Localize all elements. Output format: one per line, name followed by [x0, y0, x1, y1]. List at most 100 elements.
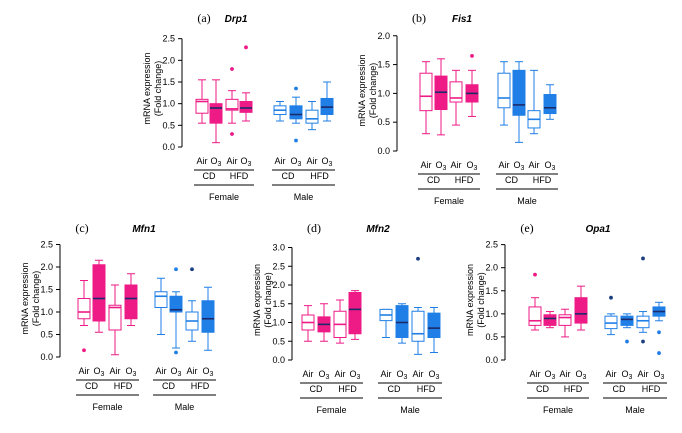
- box-air-3: [225, 67, 239, 136]
- group-label-o3: O3: [436, 160, 447, 172]
- y-tick-label: 2.0: [377, 31, 390, 41]
- group-label-air: Air: [451, 160, 462, 170]
- group-label-o3: O3: [576, 369, 587, 381]
- y-tick-label: 2.5: [272, 261, 285, 271]
- outlier-point: [609, 295, 613, 300]
- sex-label: Female: [92, 402, 122, 412]
- diet-label: HFD: [642, 384, 661, 394]
- box-o3-2: [92, 259, 106, 333]
- diet-label: HFD: [114, 381, 133, 391]
- sex-label: Male: [625, 405, 645, 415]
- box-o3-4: [239, 45, 253, 122]
- box-air-7: [305, 101, 319, 131]
- box-o3-2: [543, 311, 557, 329]
- gene-title: Fis1: [452, 14, 472, 25]
- y-tick-label: 2.5: [40, 240, 53, 250]
- group-label-o3: O3: [126, 366, 137, 378]
- box-body: [169, 295, 183, 313]
- box-body: [449, 81, 463, 103]
- group-label-o3: O3: [94, 366, 105, 378]
- box-air-1: [77, 280, 91, 353]
- box-body: [239, 101, 253, 113]
- group-label-air: Air: [381, 369, 392, 379]
- group-label-o3: O3: [211, 156, 222, 168]
- group-label-o3: O3: [203, 366, 214, 378]
- box-o3-6: [512, 61, 526, 143]
- diet-label: HFD: [338, 384, 357, 394]
- box-air-3: [333, 299, 347, 344]
- box-body: [411, 310, 425, 342]
- group-label-air: Air: [227, 156, 238, 166]
- group-label-o3: O3: [241, 156, 252, 168]
- sex-label: Female: [543, 405, 573, 415]
- y-tick-label: 1.0: [485, 309, 498, 319]
- gene-title: Opa1: [585, 224, 610, 235]
- box-air-5: [273, 101, 287, 122]
- y-axis-label: (Fold change): [31, 271, 41, 327]
- diet-label: HFD: [191, 381, 210, 391]
- box-o3-2: [209, 79, 223, 144]
- box-body: [558, 314, 572, 326]
- sex-label: Male: [175, 402, 195, 412]
- group-label-air: Air: [421, 160, 432, 170]
- box-body: [209, 103, 223, 124]
- panel-opa1: (e) Opa1 0.0 0.5 1.0 1.5 2.0 2.5 mRNA expression…: [465, 221, 667, 415]
- group-label-air: Air: [529, 160, 540, 170]
- y-axis-label: mRNA expression: [20, 262, 30, 334]
- y-axis-label: (Fold change): [153, 61, 163, 117]
- y-tick-label: 0.5: [377, 117, 390, 127]
- group-label-o3: O3: [322, 156, 333, 168]
- diet-label: CD: [282, 171, 295, 181]
- y-tick-label: 1.5: [485, 286, 498, 296]
- outlier-point: [470, 54, 474, 58]
- diet-label: HFD: [230, 171, 249, 181]
- diet-label: HFD: [455, 175, 474, 185]
- sex-label: Female: [209, 192, 239, 202]
- y-tick-label: 1.0: [162, 99, 175, 109]
- box-body: [497, 72, 511, 109]
- box-o3-8: [427, 307, 441, 353]
- group-label-o3: O3: [514, 160, 525, 172]
- box-o3-8: [201, 286, 215, 351]
- y-tick-label: 3.0: [272, 243, 285, 253]
- sex-label: Male: [400, 405, 420, 415]
- outlier-point: [641, 339, 645, 344]
- y-tick-label: 0.0: [40, 352, 53, 362]
- outlier-point: [244, 45, 248, 50]
- y-axis-label: (Fold change): [368, 63, 378, 119]
- group-label-air: Air: [187, 366, 198, 376]
- box-o3-4: [348, 290, 362, 340]
- y-tick-label: 1.5: [377, 60, 390, 70]
- y-tick-label: 1.0: [377, 88, 390, 98]
- diet-label: HFD: [310, 171, 329, 181]
- panel-label: (d): [307, 221, 321, 235]
- box-body: [305, 109, 319, 124]
- group-label-air: Air: [606, 369, 617, 379]
- y-tick-label: 0.5: [272, 336, 285, 346]
- outlier-point: [174, 267, 178, 272]
- box-o3-6: [289, 86, 303, 143]
- y-axis-label: (Fold change): [476, 272, 486, 328]
- group-label-air: Air: [638, 369, 649, 379]
- diet-label: CD: [162, 381, 175, 391]
- y-axis-label: mRNA expression: [252, 264, 262, 336]
- diet-label: CD: [388, 384, 401, 394]
- group-label-o3: O3: [622, 369, 633, 381]
- y-tick-label: 2.0: [272, 280, 285, 290]
- y-tick-label: 0.5: [162, 120, 175, 130]
- y-tick-label: 2.0: [162, 55, 175, 65]
- group-label-o3: O3: [171, 366, 182, 378]
- diet-label: HFD: [533, 175, 552, 185]
- box-body: [92, 264, 106, 322]
- box-air-7: [185, 267, 199, 342]
- group-label-air: Air: [156, 366, 167, 376]
- gene-title: Mfn2: [366, 224, 390, 235]
- box-o3-8: [320, 81, 334, 122]
- box-body: [574, 297, 588, 324]
- panel-label: (a): [197, 11, 210, 25]
- box-air-7: [411, 256, 425, 355]
- outlier-point: [294, 86, 298, 91]
- box-body: [620, 315, 634, 326]
- y-tick-label: 2.0: [40, 262, 53, 272]
